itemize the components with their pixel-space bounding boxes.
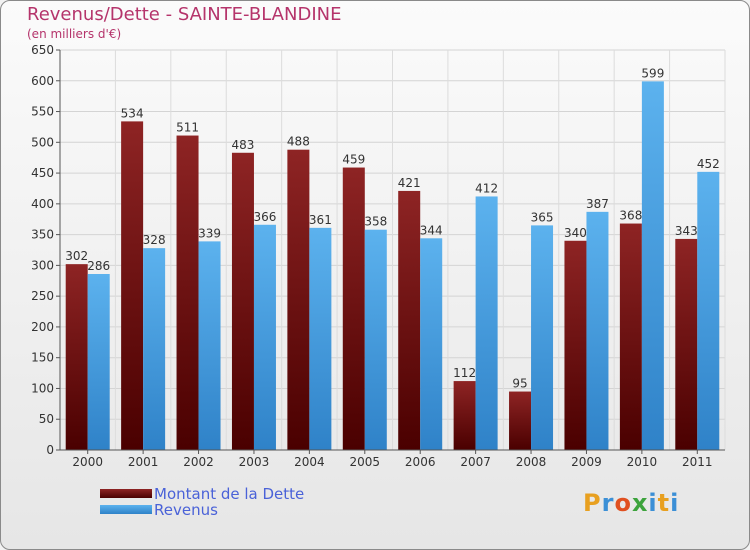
- bar-revenus: [641, 81, 664, 450]
- x-tick-label: 2005: [350, 455, 381, 469]
- bar-revenus: [531, 225, 554, 450]
- data-label: 452: [697, 157, 720, 171]
- y-tick-label: 150: [31, 351, 54, 365]
- bar-revenus: [364, 229, 387, 450]
- bar-revenus: [253, 224, 276, 450]
- logo-letter: x: [631, 489, 649, 517]
- data-label: 366: [254, 210, 277, 224]
- y-tick-label: 450: [31, 166, 54, 180]
- x-tick-label: 2008: [516, 455, 547, 469]
- grid-lines: [59, 49, 726, 451]
- legend-swatch-revenue: [100, 505, 152, 514]
- x-tick-label: 2004: [294, 455, 325, 469]
- x-tick-label: 2002: [183, 455, 214, 469]
- bar-revenus: [143, 248, 166, 450]
- axes: 0 50 100 150 200 250 300 350 400 450 500 550 600 650 2…: [31, 43, 725, 469]
- y-tick-label: 500: [31, 135, 54, 149]
- data-label: 344: [420, 223, 443, 237]
- y-tick-label: 600: [31, 74, 54, 88]
- x-tick-label: 2000: [72, 455, 103, 469]
- data-label: 421: [398, 176, 421, 190]
- data-label: 488: [287, 135, 310, 149]
- bar-dette: [509, 391, 532, 450]
- bar-dette: [398, 190, 421, 450]
- data-label: 358: [364, 215, 387, 229]
- proxiti-logo: Proxiti: [583, 489, 679, 517]
- y-tick-label: 200: [31, 320, 54, 334]
- bar-revenus: [198, 241, 221, 450]
- chart-subtitle: (en milliers d'€): [27, 27, 122, 41]
- logo-letter: r: [601, 489, 615, 517]
- data-label: 599: [641, 66, 664, 80]
- data-label: 511: [176, 121, 199, 135]
- bar-dette: [453, 381, 476, 450]
- y-tick-label: 250: [31, 289, 54, 303]
- legend-label-revenue: Revenus: [154, 501, 218, 519]
- bar-dette: [287, 149, 310, 450]
- logo-letter: P: [583, 489, 602, 517]
- bar-revenus: [475, 196, 498, 450]
- bar-dette: [342, 167, 365, 451]
- data-label: 343: [675, 224, 698, 238]
- bar-dette: [619, 223, 642, 450]
- data-label: 483: [232, 138, 255, 152]
- bars: [65, 81, 720, 451]
- x-tick-label: 2010: [627, 455, 658, 469]
- x-tick-label: 2006: [405, 455, 436, 469]
- legend-label-debt: Montant de la Dette: [154, 485, 305, 503]
- data-label: 328: [143, 233, 166, 247]
- bar-dette: [564, 240, 587, 450]
- logo-letter: i: [648, 489, 658, 517]
- legend-swatch-debt: [100, 489, 152, 498]
- logo-letter: i: [670, 489, 680, 517]
- chart-title: Revenus/Dette - SAINTE-BLANDINE: [27, 4, 342, 25]
- y-tick-label: 0: [46, 443, 54, 457]
- y-tick-label: 650: [31, 43, 54, 57]
- bar-dette: [675, 238, 698, 450]
- data-label: 534: [121, 106, 144, 120]
- bar-revenus: [87, 274, 110, 450]
- bar-revenus: [420, 238, 443, 450]
- y-tick-label: 100: [31, 381, 54, 395]
- y-tick-label: 300: [31, 258, 54, 272]
- data-label: 412: [475, 181, 498, 195]
- x-tick-label: 2011: [682, 455, 713, 469]
- y-tick-label: 400: [31, 197, 54, 211]
- logo-letter: t: [657, 489, 671, 517]
- data-label: 459: [342, 153, 365, 167]
- data-label: 365: [531, 210, 554, 224]
- x-tick-label: 2009: [571, 455, 602, 469]
- bar-dette: [65, 264, 88, 450]
- bar-revenus: [697, 171, 720, 450]
- y-tick-label: 550: [31, 105, 54, 119]
- data-label: 340: [564, 226, 587, 240]
- bar-dette: [231, 152, 254, 450]
- data-label: 368: [619, 209, 642, 223]
- data-label: 387: [586, 197, 609, 211]
- y-tick-label: 50: [39, 412, 54, 426]
- data-label: 286: [87, 259, 110, 273]
- x-tick-label: 2007: [460, 455, 491, 469]
- data-label: 112: [453, 366, 476, 380]
- bar-revenus: [309, 227, 332, 450]
- bar-dette: [121, 121, 144, 450]
- bar-revenus: [586, 211, 609, 450]
- y-tick-label: 350: [31, 228, 54, 242]
- x-tick-label: 2001: [128, 455, 159, 469]
- bar-dette: [176, 135, 199, 451]
- data-label: 339: [198, 226, 221, 240]
- logo-letter: o: [614, 489, 632, 517]
- x-tick-label: 2003: [239, 455, 270, 469]
- data-label: 361: [309, 213, 332, 227]
- data-label: 95: [512, 377, 527, 391]
- data-label: 302: [65, 249, 88, 263]
